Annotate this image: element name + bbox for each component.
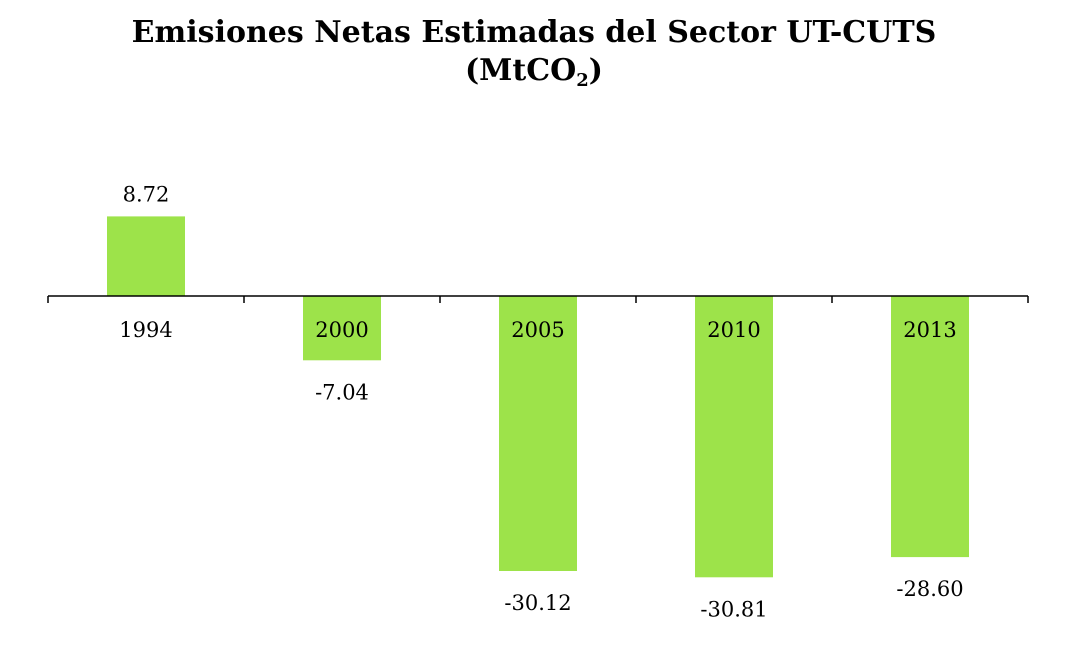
bar-2013 <box>891 296 969 558</box>
x-tick-label-2010: 2010 <box>707 318 760 342</box>
data-label-2000: -7.04 <box>315 380 369 404</box>
chart-subtitle-prefix: (MtCO <box>464 53 577 88</box>
axis-layer <box>47 295 1029 303</box>
bar-2000 <box>303 296 381 361</box>
x-tick-label-1994: 1994 <box>119 318 172 342</box>
chart-subtitle: (MtCO2) <box>0 52 1068 90</box>
x-tick-label-2013: 2013 <box>903 318 956 342</box>
data-label-2013: -28.60 <box>896 577 963 601</box>
chart-title-block: Emisiones Netas Estimadas del Sector UT-… <box>0 14 1068 90</box>
bars-layer <box>107 216 969 578</box>
data-label-1994: 8.72 <box>123 182 170 206</box>
bar-2005 <box>499 296 577 571</box>
x-tick-label-2000: 2000 <box>315 318 368 342</box>
bar-1994 <box>107 216 185 296</box>
data-label-2005: -30.12 <box>504 591 571 615</box>
labels-layer: 1994 8.72 2000 -7.04 2005 -30.12 2010 -30.81 201… <box>119 182 963 621</box>
chart-title: Emisiones Netas Estimadas del Sector UT-… <box>131 15 937 50</box>
chart-subtitle-suffix: ) <box>588 53 603 88</box>
x-tick-label-2005: 2005 <box>511 318 564 342</box>
data-label-2010: -30.81 <box>700 597 767 621</box>
chart-subtitle-subscript: 2 <box>576 70 589 91</box>
bar-2010 <box>695 296 773 578</box>
